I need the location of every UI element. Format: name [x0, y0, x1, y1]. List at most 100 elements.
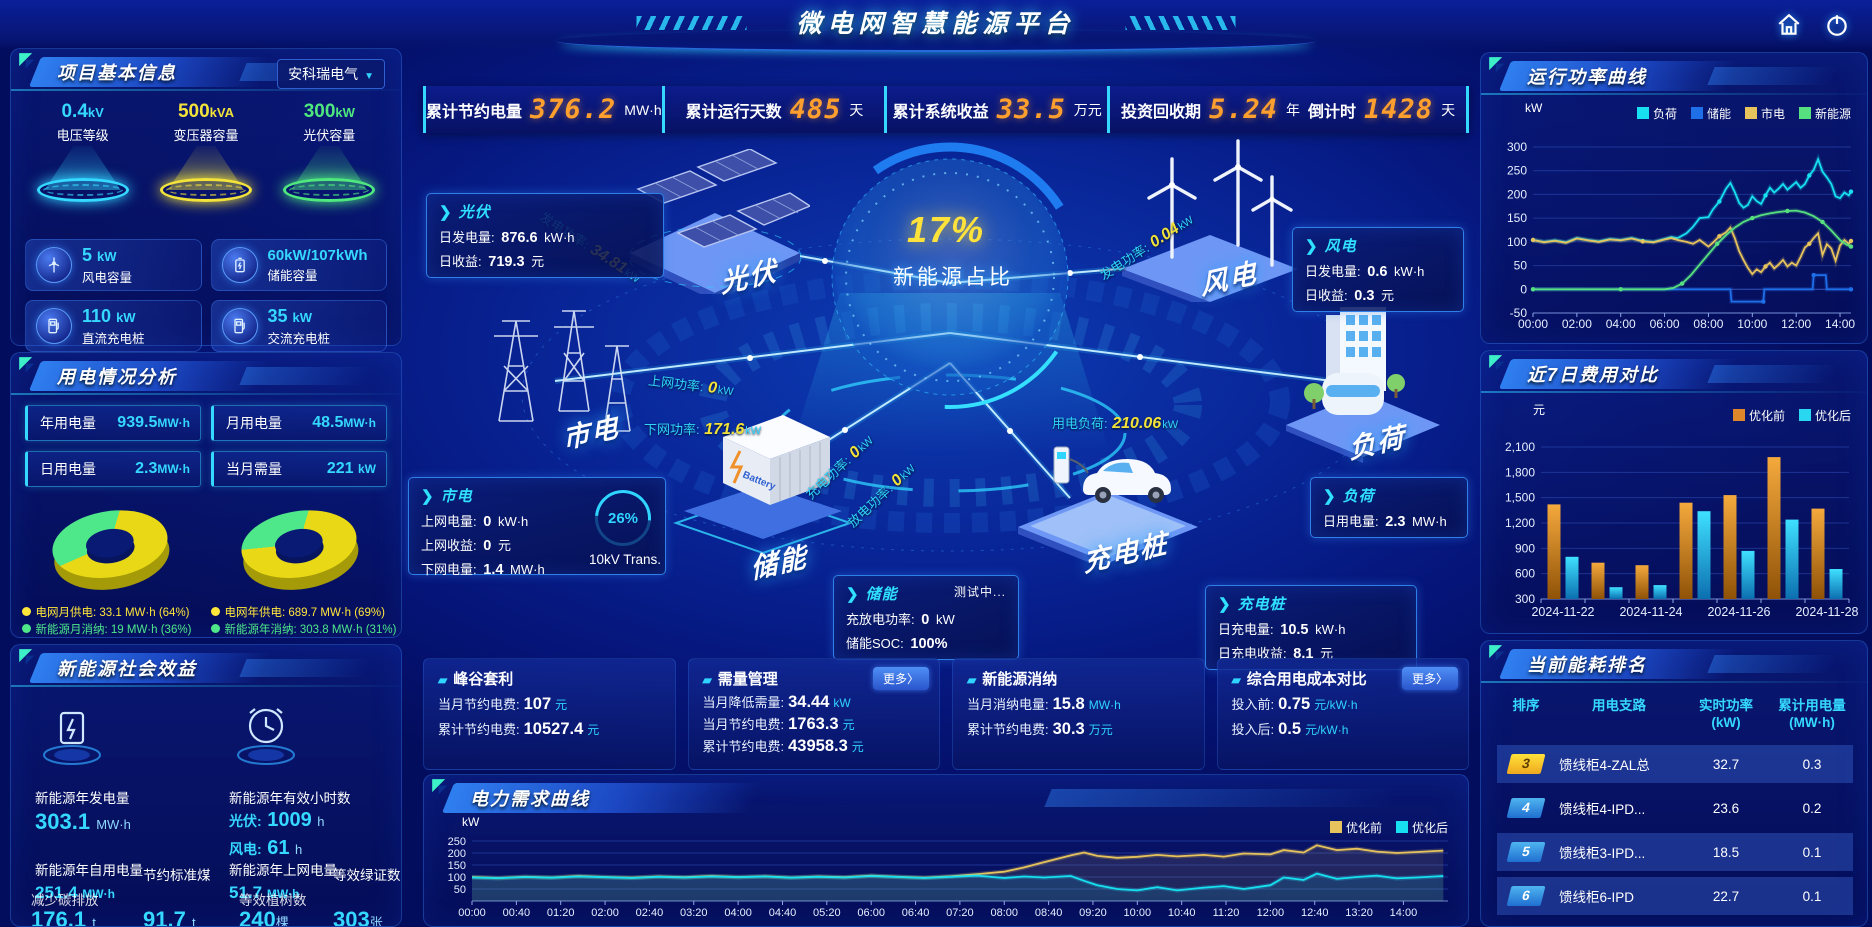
energy-flow-diagram: Battery 17% 新能源占比 光伏 风电 市电 负荷 储能 充电桩 发电功…: [408, 133, 1470, 670]
svg-text:100: 100: [448, 872, 466, 884]
rank-badge: 3: [1506, 754, 1546, 774]
transformer-load-gauge: 26%: [595, 490, 651, 546]
svg-text:00:00: 00:00: [458, 907, 486, 919]
panel-corner-icon: [19, 649, 35, 665]
energy-pedestal-icon: [37, 699, 107, 769]
legend-item[interactable]: 优化前: [1732, 407, 1785, 424]
load-illustration: [1286, 307, 1440, 463]
company-dropdown[interactable]: 安科瑞电气 ▼: [277, 59, 385, 89]
legend-item[interactable]: 优化前: [1329, 819, 1382, 836]
kpi-stats-bar: 累计节约电量 376.2 MW·h 累计运行天数 485 天 累计系统收益 33.5 万元 …: [423, 86, 1469, 133]
table-row[interactable]: 6 馈线柜6-IPD 22.7 0.1: [1497, 877, 1853, 915]
energy-ranking-panel: 当前能耗排名 排序 用电支路 实时功率 (kW) 累计用电量 (MW·h) 3 馈线柜…: [1480, 640, 1868, 927]
svg-text:09:20: 09:20: [1079, 907, 1107, 919]
demand-chart: 50 100 150 200 250 00:00 00:40 01:20 02:00 02:40 0…: [428, 819, 1464, 923]
legend-item[interactable]: 电网年供电: 689.7 MW·h (69%): [210, 605, 391, 622]
pv-info-box: ❯ 光伏 日发电量: 876.6 kW·h 日收益: 719.3 元: [426, 193, 664, 278]
svg-text:06:40: 06:40: [902, 907, 930, 919]
demand-curve-panel: 电力需求曲线 kW 优化前 优化后 50 100 150 200 250 00:00 00:4…: [423, 774, 1469, 927]
svg-text:250: 250: [448, 836, 466, 848]
wind-turbine-icon: [48, 257, 60, 273]
transformer-capacity-spot: 500kVA 变压器容量: [147, 101, 265, 202]
title-decor-right: [1125, 16, 1236, 30]
svg-text:00:00: 00:00: [1518, 317, 1548, 331]
panel-corner-icon: [1489, 645, 1505, 661]
kpi-corner-icon: ▰: [1231, 673, 1241, 687]
table-row[interactable]: 5 馈线柜3-IPD... 18.5 0.1: [1497, 833, 1853, 871]
renewable-percent: 17%: [907, 209, 986, 250]
trees-label: 等效植树数: [239, 893, 307, 908]
panel-corner-icon: [19, 357, 35, 373]
cost-more-button[interactable]: 更多〉: [1401, 667, 1458, 690]
svg-text:14:00: 14:00: [1825, 317, 1855, 331]
charger-illustration: [1018, 446, 1198, 565]
storage-illustration: Battery: [672, 415, 854, 555]
certs-label: 等效绿证数: [333, 868, 401, 883]
legend-item[interactable]: 优化后: [1395, 819, 1448, 836]
table-row[interactable]: 3 馈线柜4-ZAL总 32.7 0.3: [1497, 745, 1853, 783]
svg-text:250: 250: [1507, 164, 1527, 178]
title-swoosh: [556, 30, 1316, 52]
demand-more-button[interactable]: 更多〉: [872, 667, 929, 690]
renewable-percent-label: 新能源占比: [893, 266, 1013, 289]
day-energy-stat: 日用电量 2.3MW·h: [25, 451, 201, 487]
legend-item[interactable]: 储能: [1690, 105, 1731, 122]
svg-text:08:40: 08:40: [1035, 907, 1063, 919]
grid-illustration: [494, 310, 631, 432]
chevron-right-icon: ❯: [1305, 238, 1319, 255]
svg-text:2024-11-22: 2024-11-22: [1531, 605, 1594, 619]
demand-legend: 优化前 优化后: [1329, 819, 1448, 836]
svg-text:10:00: 10:00: [1124, 907, 1152, 919]
panel-corner-icon: [432, 779, 448, 795]
dc-charger-icon: [48, 318, 59, 334]
ac-charger-icon: [233, 318, 245, 334]
legend-item[interactable]: 优化后: [1798, 407, 1851, 424]
ac-charger-card: 35 kW 交流充电桩: [210, 300, 387, 352]
svg-text:02:00: 02:00: [591, 907, 619, 919]
dc-charger-card: 110 kW 直流充电桩: [25, 300, 202, 352]
table-row[interactable]: 4 馈线柜4-IPD... 23.6 0.2: [1497, 789, 1853, 827]
gen-label: 新能源年发电量: [35, 791, 130, 806]
self-use-label: 新能源年自用电量: [35, 863, 143, 878]
home-icon[interactable]: [1776, 12, 1802, 38]
cost-chart: 300 600 900 1,200 1,500 1,800 2,100 2024-11-22 2…: [1485, 403, 1863, 629]
top-header: 微电网智慧能源平台: [0, 0, 1872, 52]
y-axis-unit: kW: [462, 815, 480, 829]
usage-analysis-panel: 用电情况分析 年用电量 939.5MW·h 月用电量 48.5MW·h 日用电量 2.…: [10, 352, 402, 638]
svg-text:2024-11-28: 2024-11-28: [1795, 605, 1858, 619]
certs-value: 303张: [333, 907, 383, 927]
load-power-flow: 用电负荷: 210.06kW: [1052, 415, 1179, 432]
svg-text:06:00: 06:00: [857, 907, 885, 919]
kpi-row: ▰ 峰谷套利 当月节约电费: 107 元 累计节约电费: 10527.4 元 ▰ 需量管理 …: [423, 658, 1469, 770]
svg-text:100: 100: [1507, 235, 1527, 249]
run-power-legend: 负荷 储能 市电 新能源: [1636, 105, 1851, 122]
clock-pedestal-icon: [231, 699, 301, 769]
svg-text:2024-11-26: 2024-11-26: [1707, 605, 1770, 619]
svg-text:13:20: 13:20: [1345, 907, 1373, 919]
ranking-table: 排序 用电支路 实时功率 (kW) 累计用电量 (MW·h) 3 馈线柜4-ZAL总 3…: [1497, 697, 1853, 915]
voltage-level-spot: 0.4kV 电压等级: [24, 101, 142, 202]
legend-item[interactable]: 新能源月消纳: 19 MW·h (36%): [21, 622, 202, 639]
storage-capacity-card: 60kW/107kWh 储能容量: [210, 239, 387, 291]
power-icon[interactable]: [1824, 12, 1850, 38]
wind-hours: 风电: 61 h: [229, 837, 303, 859]
legend-item[interactable]: 市电: [1744, 105, 1785, 122]
stat-saved-energy: 累计节约电量 376.2 MW·h: [423, 86, 662, 133]
legend-item[interactable]: 新能源年消纳: 303.8 MW·h (31%): [210, 622, 396, 639]
chevron-right-icon: ❯: [439, 204, 453, 221]
chevron-right-icon: ❯: [1323, 488, 1337, 505]
export-label: 新能源年上网电量: [229, 863, 337, 878]
cost-compare-kpi: ▰ 综合用电成本对比 更多〉 投入前: 0.75 元/kW·h 投入后: 0.5 元/kW…: [1216, 658, 1469, 770]
legend-item[interactable]: 负荷: [1636, 105, 1677, 122]
stat-payback: 投资回收期 5.24 年 倒计时 1428 天: [1107, 86, 1469, 133]
storage-info-box: 测试中... ❯ 储能 充放电功率: 0 kW 储能SOC: 100%: [833, 575, 1019, 660]
coal-value: 91.7 t: [143, 907, 196, 927]
kpi-corner-icon: ▰: [702, 673, 712, 687]
legend-item[interactable]: 电网月供电: 33.1 MW·h (64%): [21, 605, 202, 622]
legend-item[interactable]: 新能源: [1798, 105, 1851, 122]
chevron-down-icon: ▼: [364, 71, 374, 82]
hours-label: 新能源年有效小时数: [229, 791, 351, 806]
pv-illustration: [628, 149, 810, 294]
svg-text:50: 50: [1514, 259, 1528, 273]
